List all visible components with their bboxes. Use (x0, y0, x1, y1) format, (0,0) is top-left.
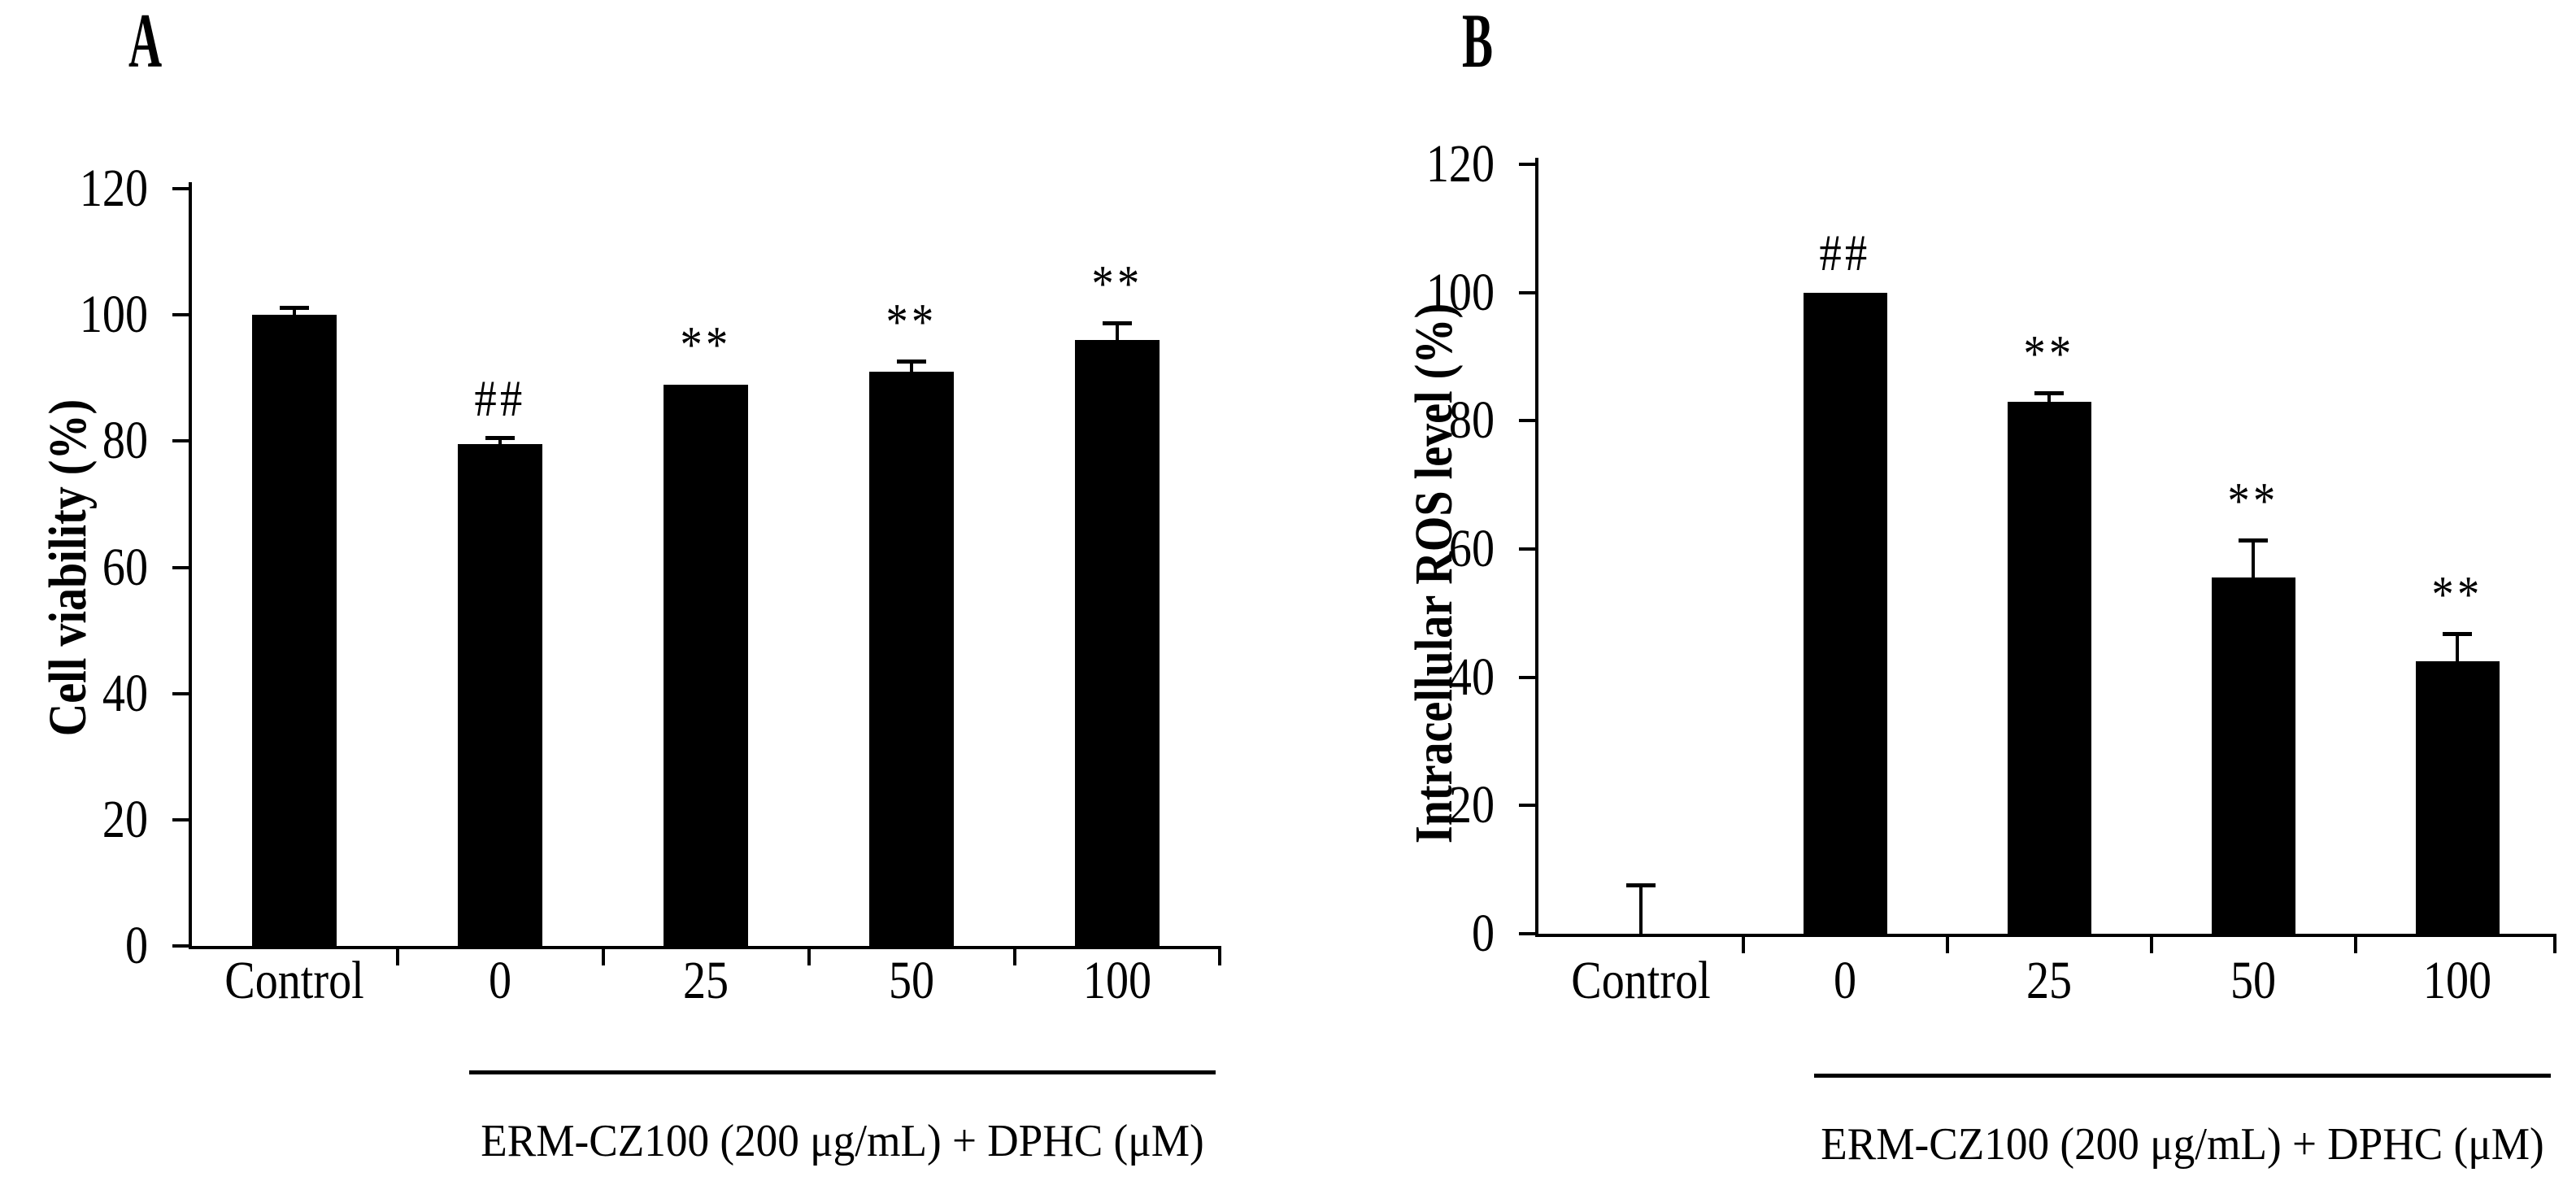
x-axis-tick (1945, 934, 1949, 953)
y-axis-tick (1519, 547, 1537, 551)
y-tick-label: 40 (1448, 647, 1495, 707)
y-axis-tick (172, 944, 190, 948)
bar-50 (869, 371, 954, 946)
bar-100 (1075, 340, 1160, 946)
bar-50 (2211, 577, 2295, 934)
treatment-group-label: ERM-CZ100 (200 μg/mL) + DPHC (μM) (481, 1116, 1204, 1166)
x-axis-tick (1012, 946, 1016, 965)
y-axis-tick (172, 187, 190, 190)
error-bar-stem (2047, 394, 2051, 407)
x-category-label: 100 (2422, 951, 2492, 1010)
x-category-label: 50 (888, 951, 935, 1010)
significance-annotation: ## (1819, 223, 1871, 281)
significance-annotation: ## (474, 369, 526, 428)
y-tick-label: 20 (1448, 775, 1495, 835)
x-axis-tick (1741, 934, 1745, 953)
panel-label: B (1462, 0, 1494, 84)
significance-annotation: ** (2227, 471, 2279, 529)
error-bar-cap (2239, 538, 2268, 543)
bar-0 (458, 444, 542, 946)
y-axis-tick (1519, 932, 1537, 935)
y-tick-label: 40 (102, 663, 148, 723)
treatment-group-line (1814, 1074, 2551, 1078)
y-tick-label: 80 (1448, 390, 1495, 451)
y-axis-tick (172, 439, 190, 443)
x-category-label: Control (224, 951, 364, 1010)
x-category-label: 100 (1082, 951, 1152, 1010)
y-tick-label: 20 (102, 789, 148, 849)
y-tick-label: 0 (1471, 904, 1495, 963)
significance-annotation: ** (1091, 255, 1143, 313)
error-bar-stem (1639, 885, 1643, 934)
y-axis-tick (1519, 163, 1537, 166)
y-axis-tick (172, 565, 190, 569)
x-axis-tick (2149, 934, 2153, 953)
panel-label: A (128, 0, 163, 84)
y-tick-label: 120 (79, 159, 148, 218)
x-category-label: 0 (1833, 951, 1857, 1010)
panel-a-cell-viability-chart: A Cell viability (%) 0 20 40 60 80 100 120 Contro… (38, 0, 1221, 1166)
x-category-label: Control (1571, 951, 1711, 1010)
bar-100 (2415, 660, 2500, 934)
y-tick-label: 100 (1425, 262, 1495, 322)
error-bar-cap (2443, 631, 2472, 636)
x-axis-line (1535, 934, 2555, 937)
x-category-label: 25 (682, 951, 729, 1010)
x-category-label: 0 (488, 951, 512, 1010)
significance-annotation: ** (2023, 325, 2075, 383)
panel-b-intracellular-ros-chart: B Intracellular ROS level (%) 0 20 40 60 80 100… (1288, 0, 2576, 1181)
y-axis-tick (1519, 804, 1537, 808)
y-tick-label: 100 (79, 285, 148, 345)
significance-annotation: ** (680, 315, 732, 373)
y-axis-line (1535, 158, 1538, 937)
y-tick-label: 0 (124, 916, 148, 975)
y-axis-tick (1519, 675, 1537, 679)
significance-annotation: ** (2431, 564, 2483, 623)
treatment-group-line (469, 1070, 1216, 1074)
error-bar-cap (485, 436, 515, 441)
significance-annotation: ** (886, 292, 938, 351)
y-tick-label: 80 (102, 411, 148, 471)
y-axis-tick (172, 313, 190, 317)
error-bar-stem (910, 361, 913, 377)
bar-control (252, 315, 337, 946)
x-category-label: 50 (2230, 951, 2277, 1010)
bar-25 (2007, 401, 2091, 934)
error-bar-stem (293, 308, 296, 320)
x-axis-line (189, 946, 1220, 949)
error-bar-stem (498, 438, 502, 450)
error-bar-cap (1103, 321, 1132, 326)
x-axis-tick (601, 946, 605, 965)
x-category-label: 25 (2026, 951, 2073, 1010)
y-axis-tick (1519, 290, 1537, 294)
x-axis-tick (395, 946, 399, 965)
error-bar-cap (897, 359, 926, 364)
error-bar-stem (1116, 324, 1119, 346)
error-bar-cap (280, 306, 309, 311)
x-axis-tick (2353, 934, 2357, 953)
y-axis-tick (172, 817, 190, 821)
y-tick-label: 60 (1448, 519, 1495, 578)
x-axis-tick (1218, 946, 1221, 965)
y-axis-tick (1519, 419, 1537, 423)
treatment-group-label: ERM-CZ100 (200 μg/mL) + DPHC (μM) (1821, 1119, 2544, 1170)
y-tick-label: 60 (102, 537, 148, 597)
error-bar-stem (2456, 634, 2459, 666)
error-bar-cap (2034, 391, 2064, 396)
y-axis-tick (172, 691, 190, 695)
error-bar-cap (1626, 882, 1656, 887)
y-axis-line (189, 182, 192, 949)
x-axis-tick (807, 946, 811, 965)
bar-0 (1803, 292, 1887, 934)
error-bar-stem (2252, 540, 2255, 583)
y-tick-label: 120 (1425, 134, 1495, 194)
x-axis-tick (2553, 934, 2556, 953)
bar-25 (664, 384, 748, 946)
